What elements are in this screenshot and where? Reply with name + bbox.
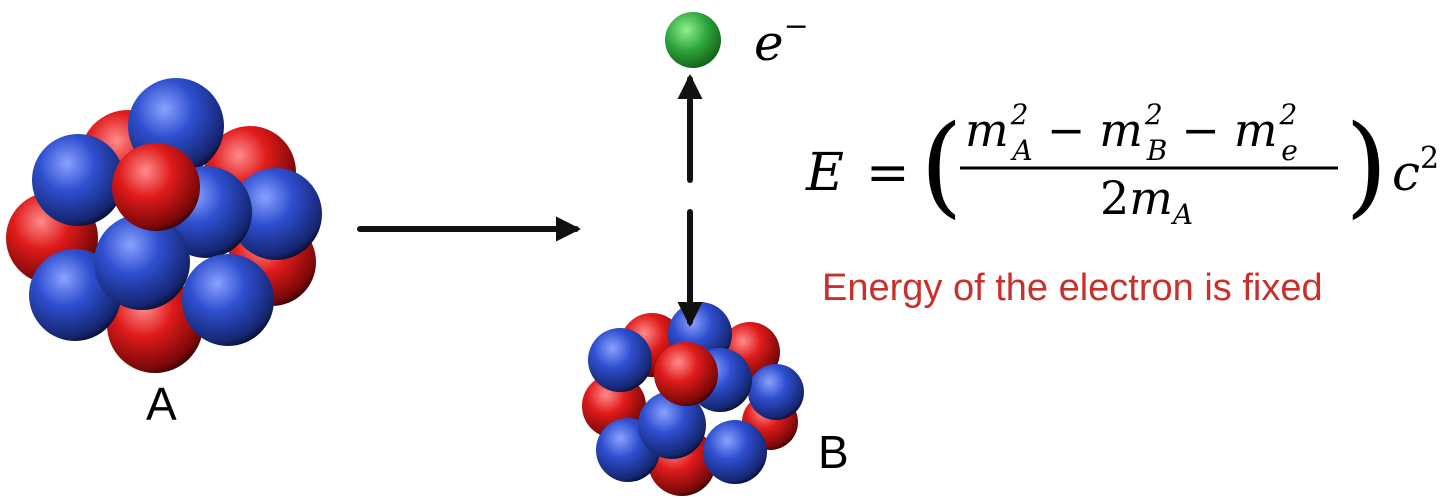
electron-label: e− bbox=[754, 9, 809, 72]
label-a: A bbox=[146, 378, 177, 430]
equation-numerator: m2 A − m2 B − m2 e bbox=[965, 98, 1298, 167]
neutron bbox=[638, 391, 706, 459]
equation-paren-close: ) bbox=[1345, 101, 1388, 229]
equation-factor: c2 bbox=[1392, 141, 1439, 202]
neutron bbox=[94, 214, 190, 310]
proton bbox=[112, 143, 200, 231]
nucleus-b bbox=[582, 302, 804, 496]
equation-denominator: 2mA bbox=[1100, 171, 1193, 231]
electron-charge: − bbox=[784, 9, 809, 44]
neutron bbox=[230, 168, 322, 260]
neutron bbox=[588, 328, 652, 392]
proton bbox=[654, 342, 718, 406]
neutron bbox=[182, 254, 274, 346]
label-b: B bbox=[818, 426, 849, 478]
equation-lhs: E bbox=[805, 143, 844, 203]
caption: Energy of the electron is fixed bbox=[822, 267, 1323, 309]
equation-equals: = bbox=[866, 143, 910, 203]
nucleus-a bbox=[6, 78, 322, 373]
neutron bbox=[748, 364, 804, 420]
energy-equation: E = ( ) m2 A − m2 B − m2 e 2mA c2 bbox=[805, 98, 1439, 231]
electron-icon bbox=[665, 12, 721, 68]
equation-paren-open: ( bbox=[920, 101, 963, 229]
neutron bbox=[32, 134, 124, 226]
neutron bbox=[703, 420, 767, 484]
